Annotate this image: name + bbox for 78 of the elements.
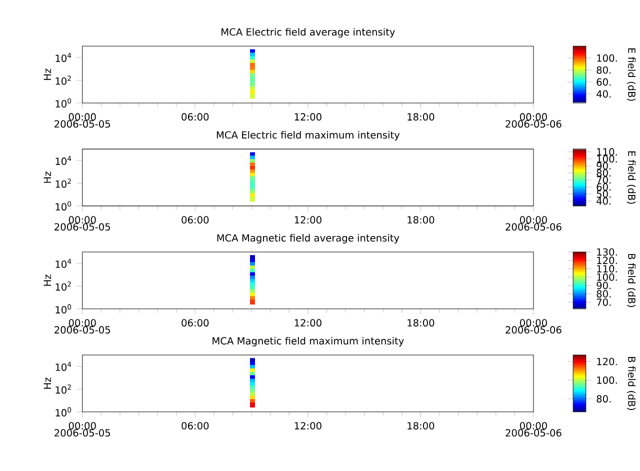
color-bar-label: 120. [597, 256, 617, 264]
text: 2006-05-06 [506, 120, 562, 128]
color-bar-label: 100. [597, 54, 617, 62]
x-tick-label: 00:00 [68, 422, 96, 430]
y-tick-label: 10$^{2}$ [56, 384, 71, 394]
color-bar-label: 130. [597, 248, 617, 256]
y-axis-title: Hz [44, 274, 51, 286]
text: 2006-05-05 [54, 429, 110, 437]
color-bar-label: 50. [596, 190, 611, 198]
chart-title: MCA Magnetic field maximum intensity [212, 337, 404, 347]
y-tick-label: 10$^{2}$ [56, 178, 71, 188]
x-tick-label: 06:00 [182, 216, 209, 224]
color-bar-label: 80. [596, 66, 611, 74]
color-bar-label: 80. [596, 395, 611, 403]
y-tick-label: 10$^{2}$ [56, 76, 71, 85]
color-bar-label: 70. [596, 298, 611, 306]
x-tick-label: 00:00 [68, 113, 96, 121]
point [250, 300, 255, 305]
color-bar-title: B field (dB) [626, 357, 636, 410]
color-bar-title: B field (dB) [626, 254, 636, 308]
text: 2006-05-05 [54, 120, 110, 128]
y-tick-label: 10$^{4}$ [56, 53, 72, 62]
point [250, 196, 255, 202]
chart-title: MCA Electric field average intensity [222, 28, 395, 38]
color-bar-label: 120. [597, 358, 617, 366]
color-bar-title: E field (dB) [626, 152, 636, 204]
x-tick-label: 00:00 [68, 319, 96, 327]
color-bar-label: 90. [596, 162, 611, 170]
y-axis-title: Hz [44, 378, 51, 389]
color-bar-label: 40. [596, 90, 611, 98]
text: 2006-05-06 [506, 429, 562, 437]
y-tick-label: 10$^{2}$ [56, 282, 71, 291]
x-tick-label: 12:00 [294, 113, 322, 121]
x-tick-label: 06:00 [182, 113, 209, 121]
text: 2006-05-06 [506, 223, 562, 231]
x-tick-label: 00:00 [520, 113, 547, 121]
x-tick-label: 12:00 [294, 422, 322, 430]
chart-title: MCA Magnetic field average intensity [217, 234, 400, 244]
color-bar-label: 100. [597, 274, 617, 281]
x-tick-label: 06:00 [182, 422, 209, 430]
color-bar-title: E field (dB) [626, 48, 636, 101]
y-tick-label: 10$^{0}$ [56, 201, 72, 211]
color-bar-label: 70. [596, 176, 611, 184]
y-tick-label: 10$^{0}$ [56, 407, 72, 417]
x-tick-label: 00:00 [68, 216, 96, 224]
color-bar-label: 60. [596, 78, 611, 86]
x-tick-label: 18:00 [408, 216, 434, 224]
point [250, 94, 255, 99]
y-axis-title: Hz [44, 172, 51, 183]
color-bar-label: 80. [596, 290, 611, 298]
x-tick-label: 12:00 [294, 319, 322, 327]
x-tick-label: 06:00 [182, 319, 209, 327]
text: 2006-05-06 [506, 326, 562, 334]
color-bar-label: 80. [596, 169, 611, 177]
x-tick-label: 00:00 [520, 319, 547, 327]
point [250, 402, 255, 408]
y-tick-label: 10$^{4}$ [56, 259, 72, 268]
color-bar-label: 90. [596, 282, 611, 290]
y-tick-label: 10$^{4}$ [56, 156, 72, 166]
x-tick-label: 00:00 [520, 422, 547, 430]
color-bar-label: 100. [597, 155, 617, 163]
x-tick-label: 18:00 [408, 319, 434, 327]
x-tick-label: 18:00 [408, 113, 434, 121]
y-axis-title: Hz [44, 68, 51, 80]
y-tick-label: 10$^{4}$ [56, 362, 72, 372]
x-tick-label: 12:00 [294, 216, 322, 224]
color-bar-label: 40. [596, 197, 611, 205]
y-tick-label: 10$^{0}$ [56, 304, 72, 314]
color-bar-label: 110. [597, 148, 617, 156]
text: 2006-05-05 [54, 326, 110, 334]
x-tick-label: 18:00 [408, 422, 434, 430]
y-tick-label: 10$^{0}$ [56, 98, 72, 108]
color-bar-label: 60. [596, 183, 611, 191]
chart-title: MCA Electric field maximum intensity [216, 131, 400, 141]
x-tick-label: 00:00 [520, 216, 547, 224]
text: 2006-05-05 [54, 223, 110, 231]
color-bar-label: 100. [597, 376, 617, 384]
color-bar-label: 110. [597, 265, 617, 273]
